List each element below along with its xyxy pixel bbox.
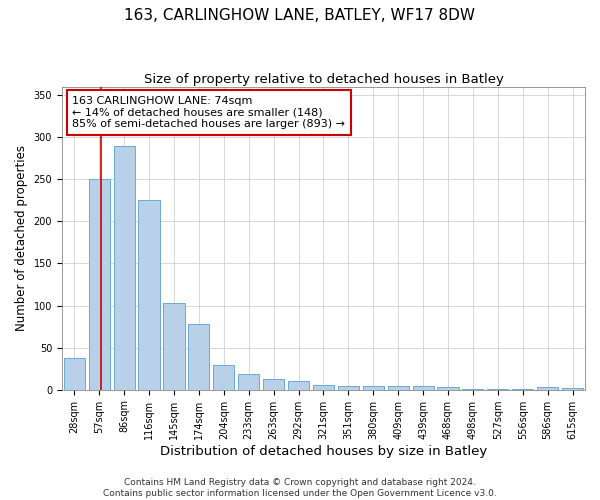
Text: Contains HM Land Registry data © Crown copyright and database right 2024.
Contai: Contains HM Land Registry data © Crown c…: [103, 478, 497, 498]
Bar: [64, 358, 85, 390]
Bar: [139, 200, 160, 390]
Bar: [562, 388, 583, 390]
Bar: [537, 387, 558, 390]
Text: 163, CARLINGHOW LANE, BATLEY, WF17 8DW: 163, CARLINGHOW LANE, BATLEY, WF17 8DW: [125, 8, 476, 22]
Bar: [437, 387, 458, 390]
Bar: [338, 386, 359, 390]
X-axis label: Distribution of detached houses by size in Batley: Distribution of detached houses by size …: [160, 444, 487, 458]
Bar: [263, 379, 284, 390]
Bar: [188, 324, 209, 390]
Bar: [89, 180, 110, 390]
Bar: [313, 384, 334, 390]
Bar: [288, 382, 309, 390]
Text: 163 CARLINGHOW LANE: 74sqm
← 14% of detached houses are smaller (148)
85% of sem: 163 CARLINGHOW LANE: 74sqm ← 14% of deta…: [73, 96, 346, 129]
Bar: [487, 389, 508, 390]
Bar: [362, 386, 384, 390]
Bar: [512, 389, 533, 390]
Bar: [463, 389, 484, 390]
Bar: [163, 303, 185, 390]
Y-axis label: Number of detached properties: Number of detached properties: [15, 145, 28, 331]
Bar: [238, 374, 259, 390]
Bar: [413, 386, 434, 390]
Title: Size of property relative to detached houses in Batley: Size of property relative to detached ho…: [143, 72, 503, 86]
Bar: [113, 146, 135, 390]
Bar: [213, 366, 235, 390]
Bar: [388, 386, 409, 390]
